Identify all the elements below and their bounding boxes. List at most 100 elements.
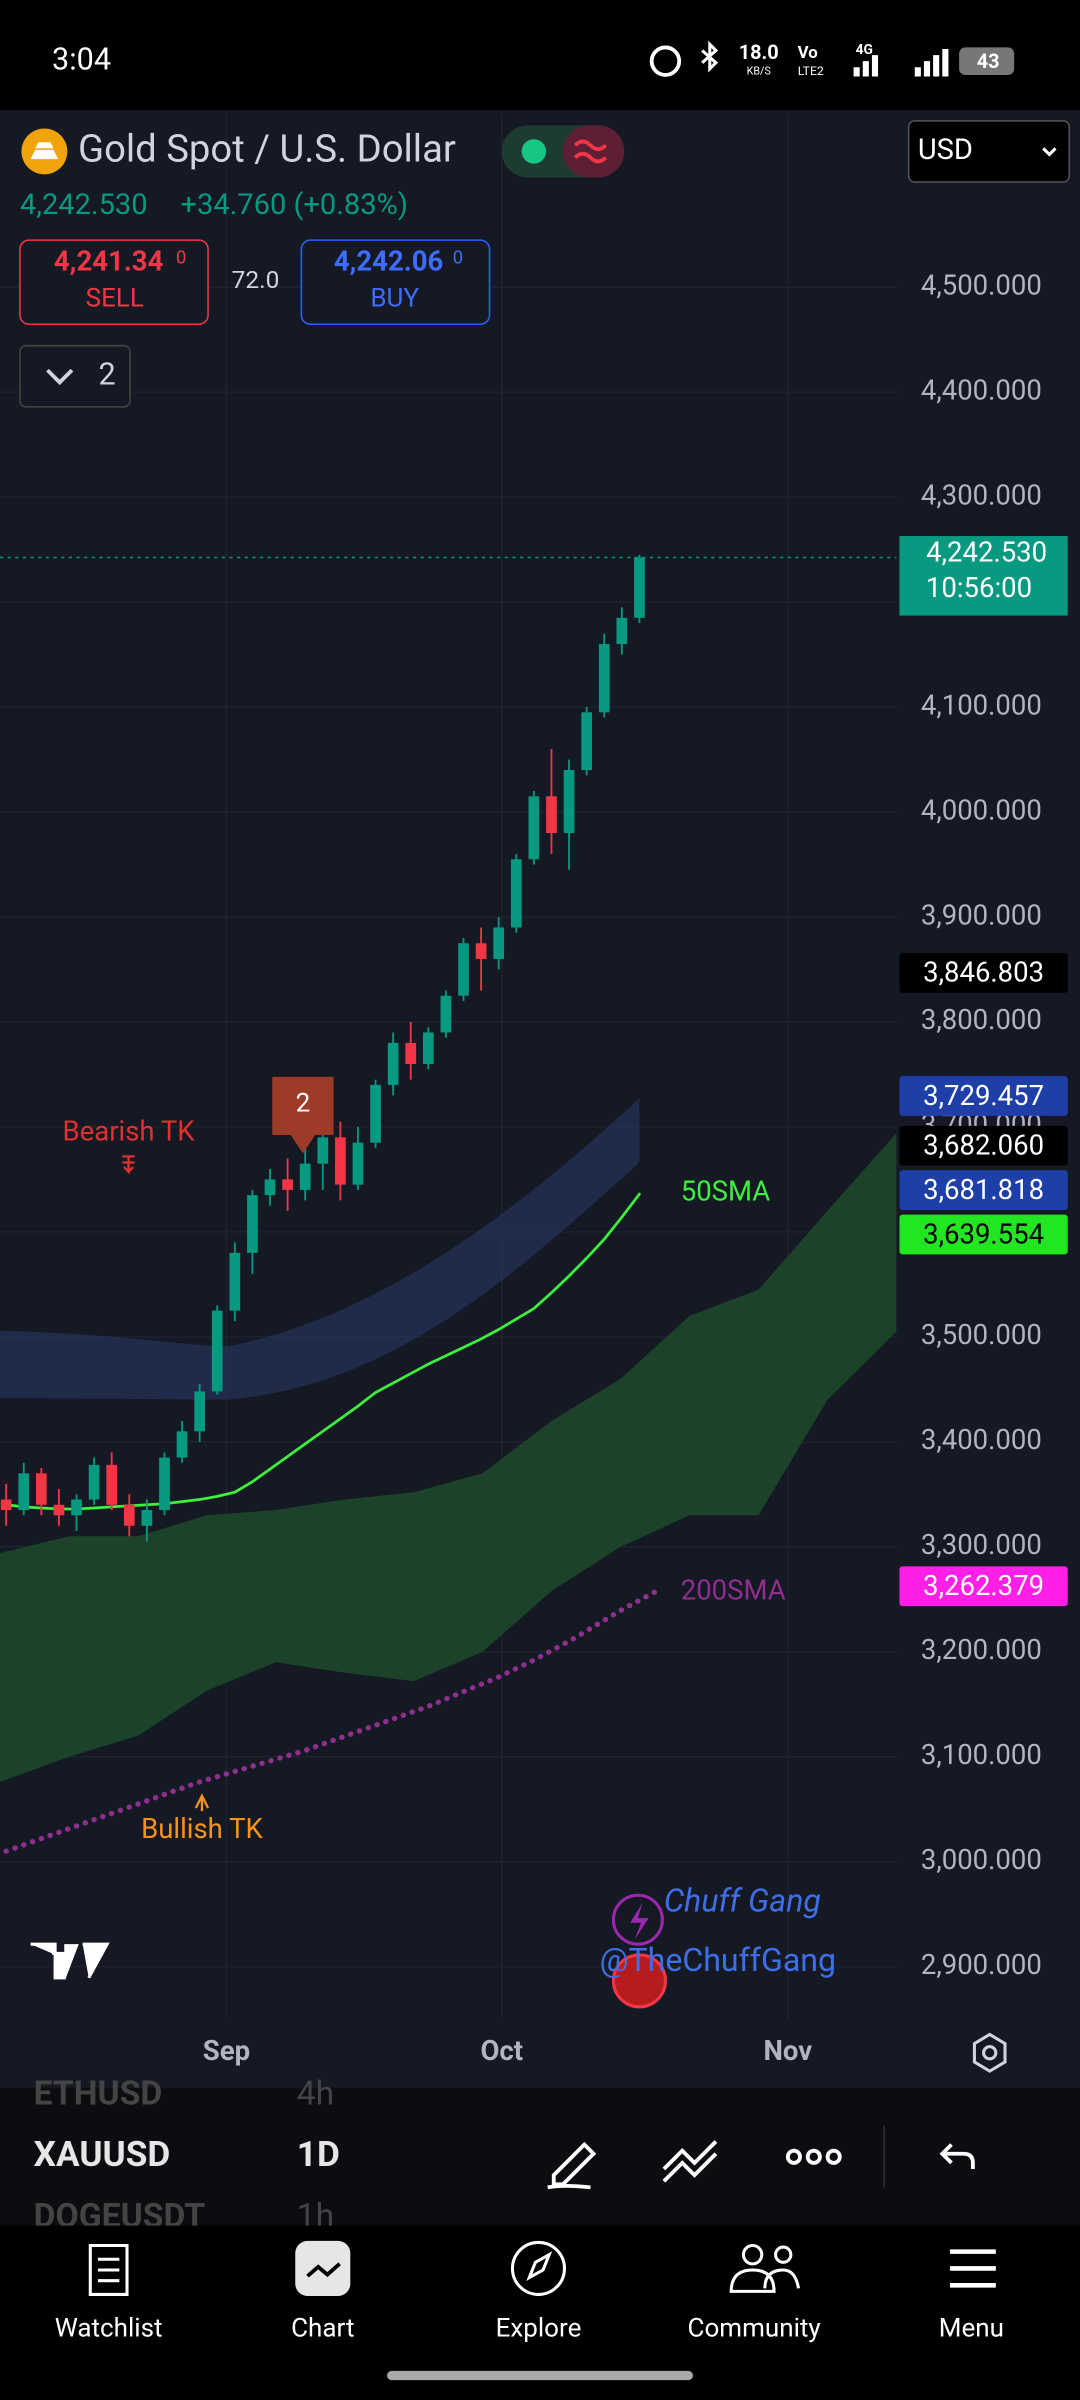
candle-body (616, 617, 628, 645)
settings-icon[interactable] (972, 2032, 1007, 2073)
y-tick-label: 3,800.000 (921, 1003, 1042, 1036)
head (741, 2243, 764, 2266)
candle-body (387, 1042, 399, 1085)
marker-box[interactable] (272, 1076, 334, 1154)
nav-label[interactable]: Explore (496, 2314, 582, 2344)
buy-price: 4,242.06 (334, 244, 443, 277)
countdown: 10:56:00 (926, 571, 1032, 604)
x-axis (0, 2019, 1080, 2088)
candle-body (194, 1391, 206, 1432)
dividend-pill (562, 125, 625, 178)
price-label-box (899, 1214, 1068, 1255)
price-label: 3,846.803 (923, 956, 1044, 989)
candle-body (229, 1252, 241, 1311)
price-label-box (899, 952, 1068, 993)
market-open-dot (521, 139, 547, 164)
gold-icon (30, 142, 59, 160)
buy-label: BUY (370, 284, 419, 314)
symbol-name[interactable]: Gold Spot / U.S. Dollar (78, 128, 456, 172)
watch-symbol[interactable]: XAUUSD (34, 2133, 171, 2175)
sell-price: 4,241.34 (54, 244, 164, 277)
y-tick-label: 4,100.000 (921, 688, 1042, 721)
undo[interactable] (939, 2143, 975, 2170)
watchlist-strip (0, 2087, 1080, 2226)
trend-tool[interactable] (662, 2140, 718, 2183)
watch-symbol[interactable]: ETHUSD (34, 2074, 163, 2113)
nav-label[interactable]: Chart (291, 2314, 354, 2344)
y-tick-label: 4,400.000 (921, 373, 1042, 406)
candle-body (106, 1464, 118, 1505)
candle-body (475, 943, 487, 959)
candle-body (352, 1142, 364, 1185)
volte: Vo (798, 43, 818, 63)
nav-label[interactable]: Menu (939, 2314, 1004, 2344)
bolt (630, 1902, 649, 1940)
candle-body (88, 1464, 100, 1500)
more-tools[interactable] (785, 2148, 842, 2165)
price-label: 3,262.379 (923, 1569, 1044, 1602)
spread: 72.0 (232, 265, 280, 294)
candle-body (335, 1137, 346, 1185)
compass-needle (526, 2251, 553, 2282)
y-tick-label: 3,300.000 (921, 1528, 1042, 1561)
candle-body (510, 859, 522, 928)
candle-body (563, 770, 575, 834)
buy-button[interactable] (300, 239, 491, 326)
y-tick-label: 4,000.000 (921, 793, 1042, 826)
candle-body (528, 796, 540, 860)
candle-body (581, 712, 593, 771)
battery (959, 47, 1015, 75)
network: 4G (856, 42, 873, 58)
sell-pip: 0 (176, 247, 186, 268)
y-tick-label: 3,000.000 (921, 1843, 1042, 1876)
y-tick-label: 3,200.000 (921, 1633, 1042, 1666)
lte: LTE2 (798, 64, 824, 78)
cloud (0, 1133, 897, 1782)
y-tick-label: 3,400.000 (921, 1423, 1042, 1456)
nav-icon[interactable] (88, 2243, 129, 2296)
price-label-box (899, 1125, 1068, 1166)
home-indicator (387, 2370, 693, 2381)
candle-body (247, 1195, 258, 1253)
price-label: 3,681.818 (923, 1173, 1044, 1206)
candle-body (458, 943, 469, 996)
candle-body (317, 1137, 329, 1164)
currency-select[interactable] (907, 120, 1071, 183)
collapse-button[interactable] (19, 344, 131, 408)
y-tick-label: 3,900.000 (921, 898, 1042, 931)
y-tick-label: 3,500.000 (921, 1318, 1042, 1351)
speed-unit: KB/S (747, 65, 771, 78)
candle-body (264, 1179, 276, 1196)
nav-icon[interactable] (729, 2268, 801, 2293)
candle-body (0, 1499, 12, 1511)
candle-body (211, 1310, 223, 1392)
sma200-line (3, 1588, 660, 1854)
tv-logo (30, 1942, 110, 1980)
price-label-box (899, 1566, 1068, 1607)
x-label: Nov (763, 2034, 812, 2067)
nav-label[interactable]: Community (688, 2314, 821, 2344)
nav-icon[interactable] (510, 2240, 567, 2296)
nav-label[interactable]: Watchlist (55, 2314, 163, 2344)
candle-body (141, 1510, 153, 1526)
nav-icon[interactable] (949, 2249, 996, 2288)
brand-handle: @TheChuffGang (600, 1941, 836, 1979)
candle-body (422, 1032, 434, 1064)
plot (0, 554, 897, 1854)
head (774, 2245, 793, 2264)
draw-tool[interactable] (547, 2141, 597, 2190)
x-label: Oct (480, 2034, 523, 2067)
y-tick-label: 3,100.000 (921, 1738, 1042, 1771)
brand-name: Chuff Gang (664, 1881, 821, 1919)
candle-body (123, 1504, 135, 1526)
alarm-icon (649, 45, 682, 77)
price-label: 3,729.457 (923, 1079, 1044, 1112)
collapse-count: 2 (99, 357, 116, 392)
candle-body (598, 644, 610, 713)
candle-body (53, 1504, 65, 1516)
last-price-label: 4,242.530 (926, 536, 1047, 569)
bearish-label: Bearish TK (63, 1115, 196, 1148)
candle-body (546, 796, 557, 834)
sell-button[interactable] (19, 239, 209, 326)
